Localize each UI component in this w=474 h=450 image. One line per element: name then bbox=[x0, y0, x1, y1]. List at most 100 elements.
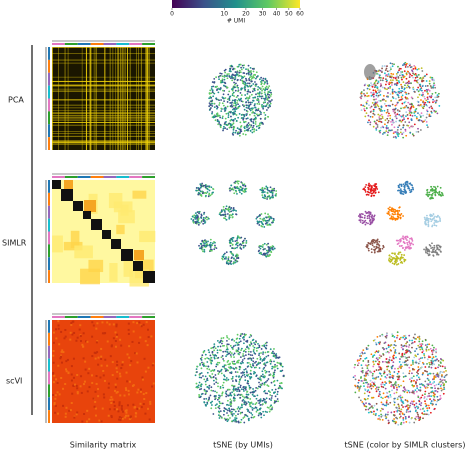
cell-point bbox=[223, 122, 226, 125]
cell-point bbox=[229, 250, 232, 253]
cell-point bbox=[415, 130, 418, 133]
cell-point bbox=[218, 417, 221, 419]
cell-point bbox=[199, 364, 201, 366]
matrix-speck bbox=[94, 390, 97, 393]
cell-point bbox=[422, 76, 424, 79]
matrix-speck bbox=[70, 365, 73, 368]
cell-point bbox=[234, 180, 237, 183]
cell-point bbox=[438, 193, 441, 196]
cell-point bbox=[238, 365, 241, 368]
cell-point bbox=[198, 188, 200, 191]
cell-point bbox=[259, 356, 262, 358]
annotation-strip bbox=[48, 111, 50, 125]
cell-point bbox=[250, 357, 253, 360]
cell-point bbox=[249, 109, 252, 112]
cell-point bbox=[363, 109, 366, 112]
matrix-speck bbox=[151, 385, 154, 388]
cell-point bbox=[377, 94, 380, 97]
matrix-speck bbox=[61, 349, 64, 352]
cell-point bbox=[200, 393, 203, 396]
cell-point bbox=[228, 96, 231, 99]
cell-point bbox=[370, 94, 373, 97]
cell-point bbox=[222, 413, 225, 416]
cell-point bbox=[267, 242, 270, 245]
cell-point bbox=[224, 213, 227, 216]
cell-point bbox=[439, 385, 442, 387]
colorbar-tick-label: 60 bbox=[296, 11, 304, 18]
cell-point bbox=[378, 414, 380, 417]
cell-point bbox=[255, 113, 258, 116]
cell-point bbox=[381, 98, 384, 101]
cell-point bbox=[212, 389, 215, 392]
annotation-strip bbox=[90, 316, 104, 318]
cell-point bbox=[436, 395, 439, 398]
matrix-speck bbox=[141, 378, 144, 381]
cell-point bbox=[398, 352, 401, 355]
cell-point bbox=[276, 364, 279, 367]
cell-point bbox=[216, 106, 219, 109]
cell-point bbox=[387, 351, 390, 354]
cell-point bbox=[196, 211, 199, 214]
cell-point bbox=[239, 98, 242, 101]
cell-point bbox=[266, 392, 269, 395]
matrix-line bbox=[58, 47, 59, 150]
cell-point bbox=[194, 212, 197, 214]
cell-point bbox=[229, 371, 232, 374]
cell-point bbox=[239, 356, 242, 359]
cell-point bbox=[272, 376, 275, 379]
cell-point bbox=[250, 107, 253, 110]
cell-point bbox=[231, 105, 234, 108]
cell-point bbox=[261, 187, 264, 190]
cell-point bbox=[410, 364, 413, 367]
cell-point bbox=[389, 93, 392, 96]
cell-point bbox=[250, 84, 253, 87]
cell-point bbox=[224, 71, 227, 74]
annotation-strip bbox=[48, 180, 50, 193]
cell-point bbox=[391, 92, 394, 95]
cell-point bbox=[434, 101, 437, 104]
cell-point bbox=[235, 129, 237, 132]
cell-point bbox=[385, 126, 388, 129]
cell-point bbox=[267, 219, 270, 222]
matrix-speck bbox=[112, 337, 115, 340]
cell-point bbox=[367, 344, 370, 347]
cell-point bbox=[267, 213, 269, 216]
cell-point bbox=[258, 95, 261, 98]
cell-point bbox=[247, 99, 249, 102]
cell-point bbox=[264, 398, 266, 401]
cell-point bbox=[233, 363, 236, 365]
cell-point bbox=[416, 411, 419, 414]
cell-point bbox=[416, 379, 418, 381]
cell-point bbox=[419, 408, 422, 411]
cell-point bbox=[397, 126, 399, 129]
cell-point bbox=[419, 343, 421, 346]
cell-point bbox=[377, 375, 380, 378]
cell-point bbox=[412, 368, 414, 371]
cell-point bbox=[238, 381, 241, 383]
cell-point bbox=[389, 76, 392, 79]
cell-point bbox=[389, 85, 392, 88]
cell-point bbox=[261, 370, 264, 373]
cell-point bbox=[254, 112, 256, 115]
cell-point bbox=[262, 223, 264, 226]
cell-point bbox=[253, 130, 255, 133]
cell-point bbox=[217, 123, 220, 126]
cell-point bbox=[246, 126, 248, 129]
cell-point bbox=[221, 417, 223, 419]
cell-point bbox=[202, 350, 205, 353]
cell-point bbox=[372, 360, 375, 363]
cell-point bbox=[246, 110, 249, 113]
cell-point bbox=[398, 209, 401, 212]
annotation-strip bbox=[103, 176, 117, 178]
cell-point bbox=[268, 104, 271, 107]
cell-point bbox=[218, 102, 221, 104]
matrix-line bbox=[138, 47, 140, 150]
cell-point bbox=[233, 102, 236, 105]
cell-point bbox=[225, 112, 228, 115]
cell-point bbox=[268, 248, 270, 251]
cell-point bbox=[211, 359, 214, 362]
cell-point bbox=[221, 365, 224, 368]
cell-point bbox=[211, 400, 214, 403]
cell-point bbox=[247, 64, 250, 67]
cell-point bbox=[238, 71, 241, 74]
